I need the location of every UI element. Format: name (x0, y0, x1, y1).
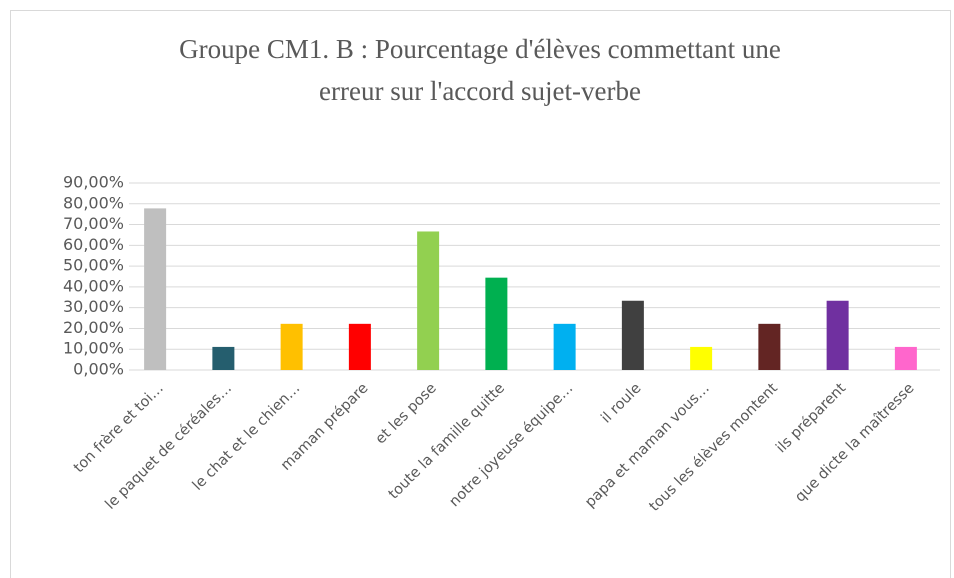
bar (826, 300, 849, 370)
bar (758, 323, 781, 370)
bar (144, 208, 167, 370)
y-tick-label: 40,00% (63, 276, 124, 295)
bar (348, 323, 371, 370)
y-tick-label: 60,00% (63, 235, 124, 254)
bar (621, 300, 644, 370)
y-tick-label: 0,00% (73, 360, 124, 379)
bar (417, 231, 440, 370)
title-text: Groupe CM1. B : Pourcentage d'élèves com… (179, 34, 781, 106)
bar (485, 277, 508, 370)
bar (212, 346, 235, 370)
bar (553, 323, 576, 370)
y-tick-label: 20,00% (63, 318, 124, 337)
y-tick-label: 50,00% (63, 256, 124, 275)
y-tick-label: 10,00% (63, 339, 124, 358)
y-tick-label: 80,00% (63, 193, 124, 212)
y-tick-label: 70,00% (63, 214, 124, 233)
chart-title: Groupe CM1. B : Pourcentage d'élèves com… (179, 34, 781, 106)
bar (280, 323, 303, 370)
y-tick-label: 90,00% (63, 173, 124, 192)
bar (894, 346, 917, 370)
chart-border (10, 10, 951, 578)
bar (690, 346, 713, 370)
y-tick-label: 30,00% (63, 297, 124, 316)
